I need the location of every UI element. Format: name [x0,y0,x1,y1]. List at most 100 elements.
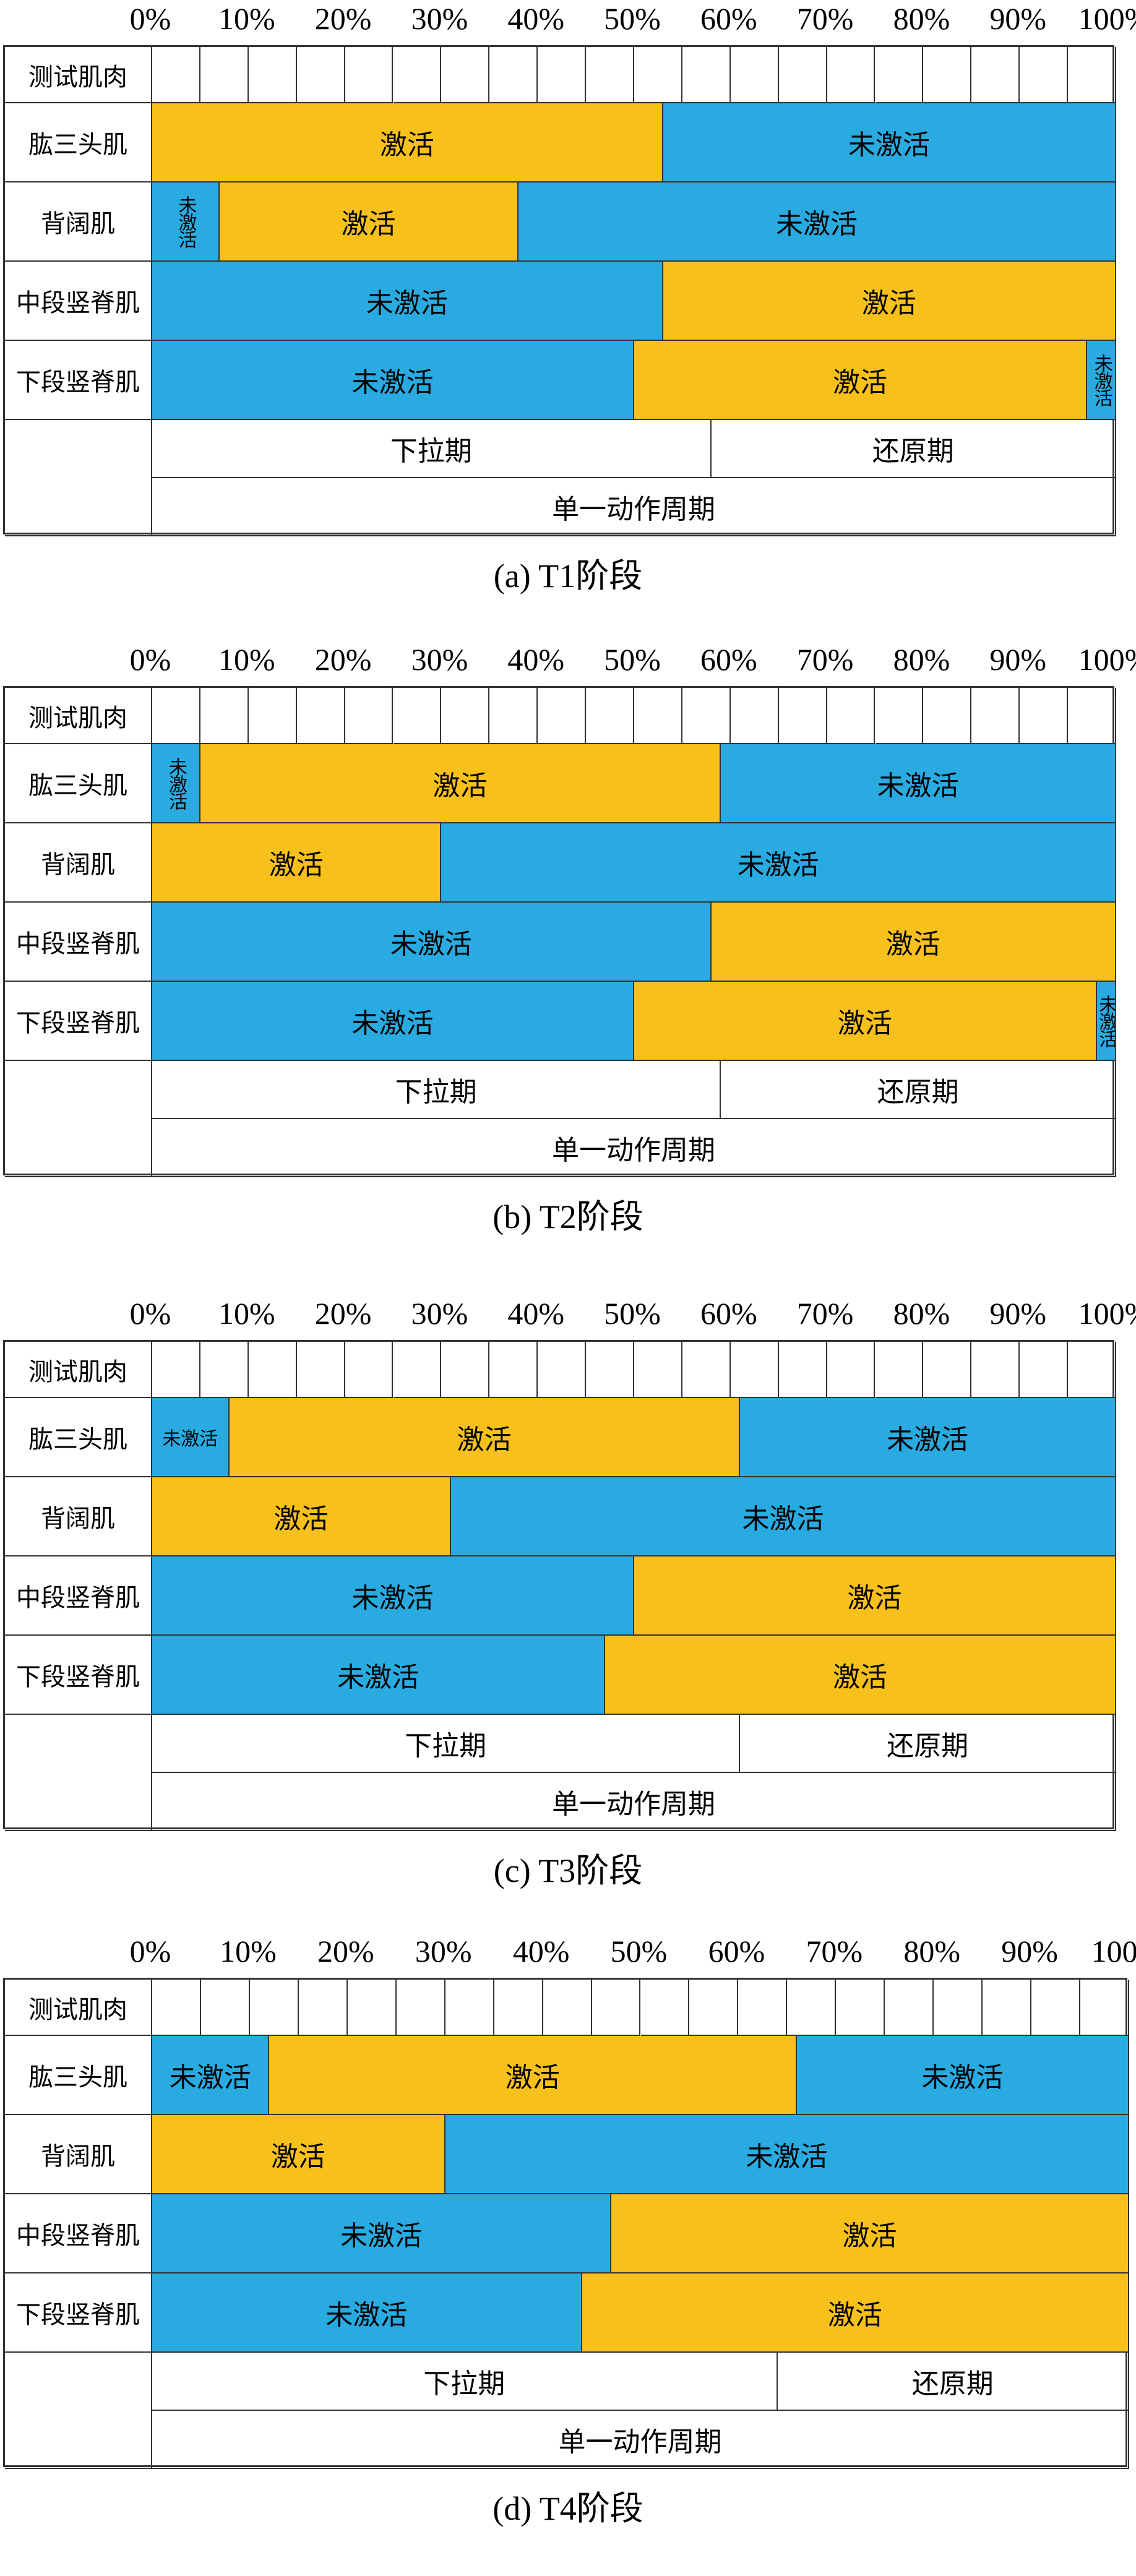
activation-segment: 未激活 [152,903,712,982]
cycle-cell: 单一动作周期 [152,1773,1116,1831]
muscle-label: 中段竖脊肌 [5,262,152,341]
muscle-label: 中段竖脊肌 [5,2194,152,2273]
grid-cell [298,1980,348,2036]
x-tick-label: 20% [314,1,372,36]
grid-cell [152,1342,200,1398]
grid-cell [393,47,442,103]
activation-table: 测试肌肉 肱三头肌 未激活 激活 未激活 背阔肌 激活 未激活 中段竖脊肌 未激活 激活 下段竖脊肌未… [3,1340,1116,1831]
grid-cell [393,688,442,744]
muscle-label: 下段竖脊肌 [5,341,152,420]
activation-segment: 激活 [582,2273,1129,2353]
grid-cell [682,47,731,103]
grid-cell [152,1980,201,2036]
activation-segment: 未激活 [519,182,1116,262]
grid-cell [489,1342,538,1398]
activation-segment: 激活 [663,262,1116,341]
panel-caption: (a) T1阶段 [493,557,643,595]
grid-cell [586,47,634,103]
grid-cell [345,1342,394,1398]
grid-cell [738,1980,788,2036]
grid-cell [152,47,200,103]
grid-cell [441,1342,490,1398]
activation-segment: 激活 [269,2036,798,2115]
activation-segment: 未激活 [445,2115,1129,2194]
grid-cell [296,688,345,744]
grid-cell [543,1980,592,2036]
grid-cell [682,688,731,744]
grid-cell [489,688,538,744]
x-tick-label: 50% [604,1296,661,1331]
grid-cell [634,47,682,103]
x-tick-label: 10% [218,1,275,36]
grid-cell [682,1342,731,1398]
grid-cell [971,47,1020,103]
x-tick-label: 60% [700,1,757,36]
grid-cell [200,47,249,103]
x-tick-label: 60% [708,1934,765,1968]
header-label: 测试肌肉 [5,47,152,103]
activation-segment: 激活 [152,103,663,182]
phase-cell: 下拉期 [152,1715,741,1773]
x-tick-label: 20% [314,642,372,677]
activation-table: 测试肌肉 肱三头肌 未激活 激活 未激活 背阔肌 激活 未激活 中段竖脊肌 未激活 激活 下段竖脊肌未… [3,1978,1129,2469]
activation-segment: 未激活 [1096,982,1116,1061]
grid-cell [248,688,297,744]
grid-cell [494,1980,543,2036]
x-tick-label: 50% [604,1,661,36]
activation-segment: 激活 [152,823,442,903]
activation-segment: 激活 [611,2194,1129,2273]
muscle-label: 肱三头肌 [5,744,152,823]
activation-segment: 激活 [711,903,1116,982]
muscle-label: 背阔肌 [5,1477,152,1556]
phase-cell: 下拉期 [152,2353,778,2411]
x-tick-label: 80% [893,642,950,677]
grid-cell [640,1980,690,2036]
grid-cell [971,1342,1020,1398]
grid-cell [1080,1980,1129,2036]
muscle-label: 肱三头肌 [5,1398,152,1477]
cycle-cell: 单一动作周期 [152,478,1116,536]
activation-segment: 未激活 [152,2036,270,2115]
activation-segment: 未激活 [152,182,220,262]
x-tick-label: 100% [1078,1,1136,36]
grid-cell [1068,688,1116,744]
grid-cell [787,1980,837,2036]
x-tick-label: 70% [796,1,854,36]
x-tick-label: 0% [129,1934,171,1968]
activation-segment: 激活 [152,2115,445,2194]
phase-cell: 还原期 [721,1061,1116,1119]
activation-segment: 未激活 [450,1477,1116,1556]
activation-segment: 未激活 [152,744,200,823]
phase-cell: 还原期 [777,2353,1129,2411]
activation-segment: 未激活 [441,823,1116,903]
grid-cell [586,688,634,744]
grid-cell [836,1980,885,2036]
header-label: 测试肌肉 [5,1980,152,2036]
cycle-cell: 单一动作周期 [152,1119,1116,1177]
activation-segment: 未激活 [152,982,634,1061]
chart-panel: 0% 10% 20% 30% 40% 50% 60% 70% 80% 90% 100% 测试肌肉肱三头… [0,641,1136,1284]
grid-cell [538,688,587,744]
grid-cell [778,1342,827,1398]
grid-cell [296,1342,345,1398]
chart-panel: 0% 10% 20% 30% 40% 50% 60% 70% 80% 90% 100% 测试肌肉肱三头… [0,1933,1136,2576]
activation-table: 测试肌肉 肱三头肌 未激活 激活 未激活 背阔肌 激活 未激活 中段竖脊肌 未激活 激活 下段竖脊肌未… [3,686,1116,1177]
activation-segment: 激活 [634,1556,1116,1636]
muscle-label: 下段竖脊肌 [5,2273,152,2353]
activation-segment: 未激活 [152,341,634,420]
grid-cell [1020,688,1069,744]
grid-cell [592,1980,641,2036]
grid-cell [778,688,827,744]
grid-cell [1020,47,1069,103]
x-tick-label: 40% [507,1296,565,1331]
x-tick-label: 100% [1091,1934,1136,1968]
x-tick-label: 90% [989,1296,1047,1331]
grid-cell [923,47,972,103]
activation-segment: 未激活 [152,1556,634,1636]
phase-cell: 还原期 [711,420,1116,478]
grid-cell [923,1342,972,1398]
phase-cell: 下拉期 [152,420,712,478]
x-tick-label: 50% [610,1934,668,1968]
grid-cell [445,1980,494,2036]
x-tick-label: 60% [700,1296,757,1331]
